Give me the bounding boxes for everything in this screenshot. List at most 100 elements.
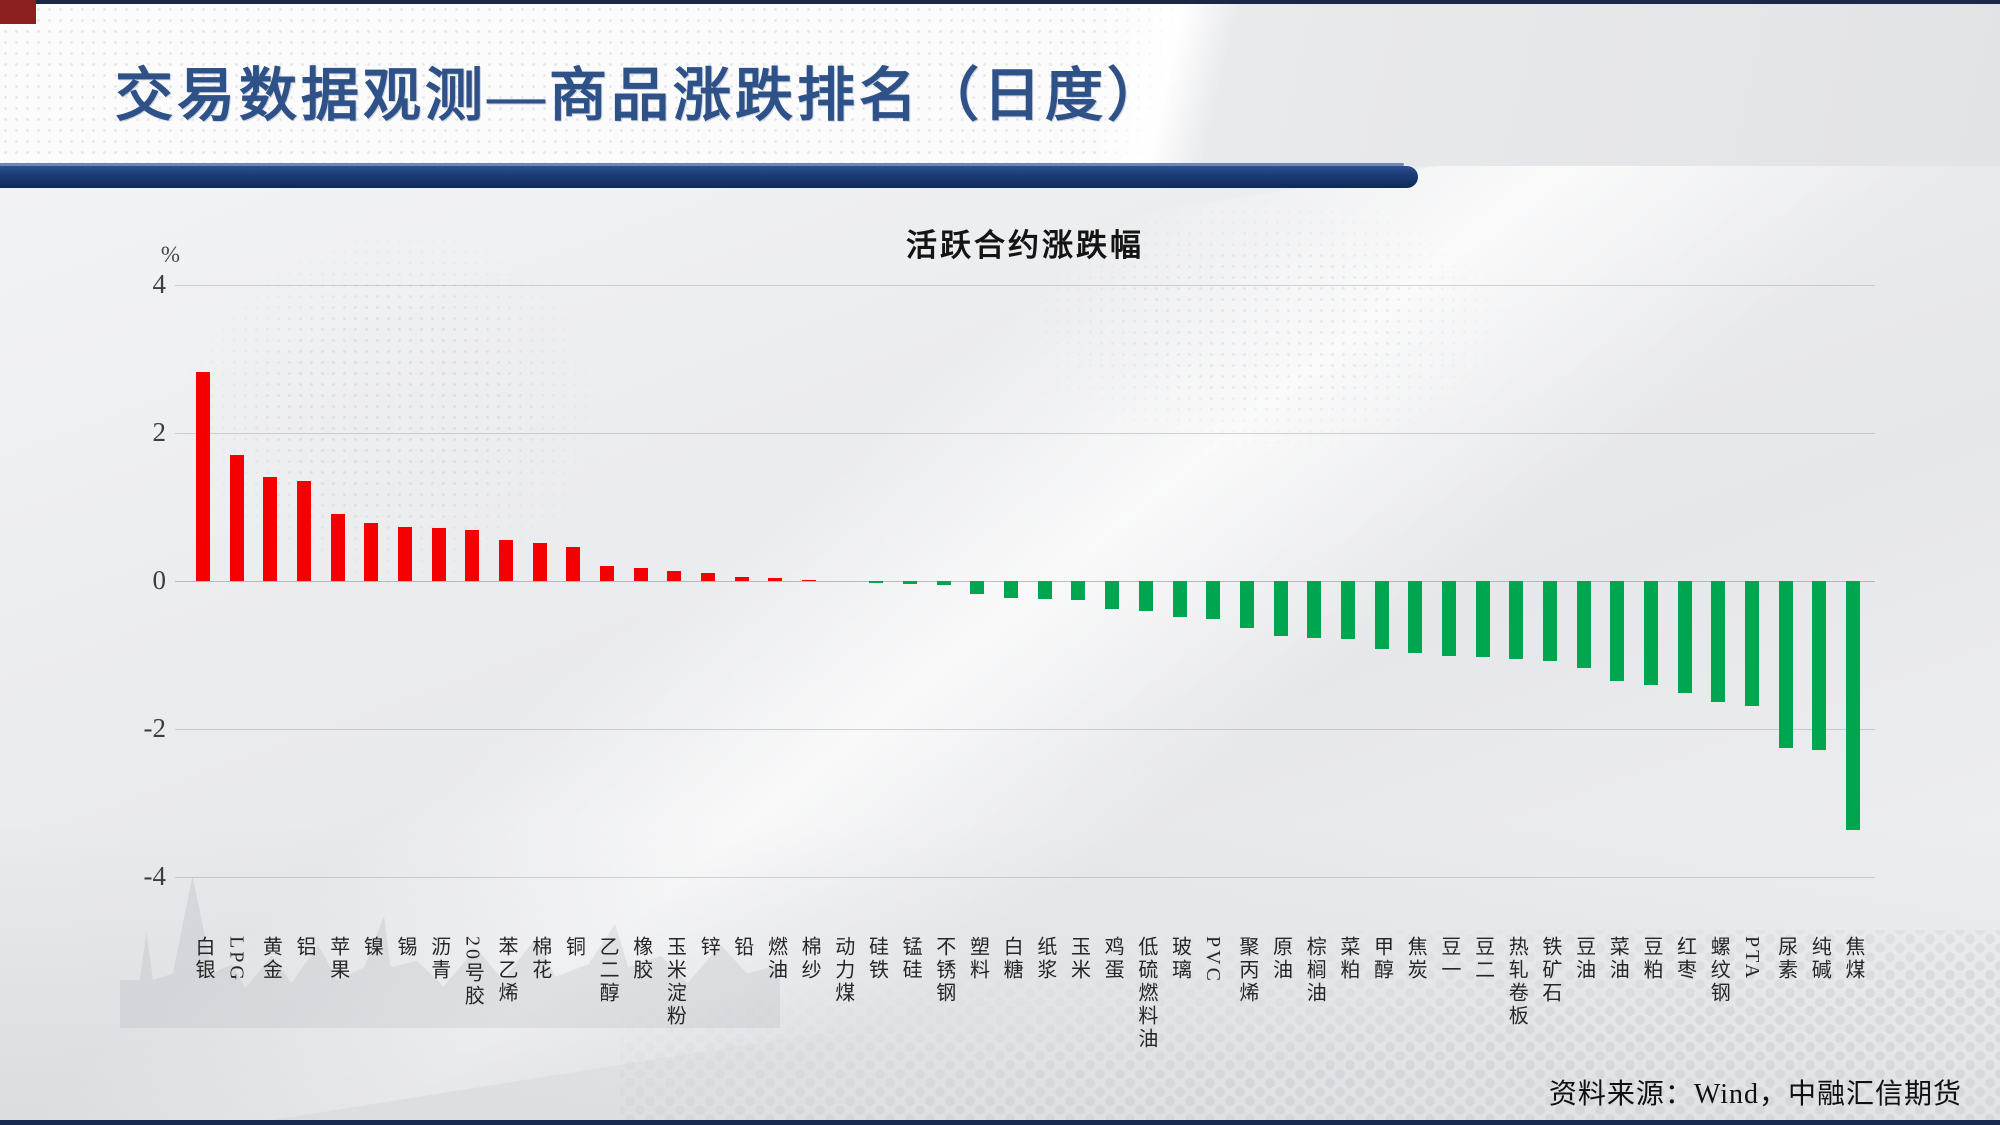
x-label-铝: 铝 [293,936,316,959]
page-title: 交易数据观测—商品涨跌排名（日度） [115,63,1170,128]
x-label-红枣: 红枣 [1673,936,1696,982]
bar-铅 [734,576,749,581]
x-label-白糖: 白糖 [1000,936,1023,982]
gridline [175,877,1875,878]
bar-甲醇 [1374,581,1389,650]
y-tick-label: 2 [152,417,167,447]
bar-玻璃 [1172,581,1187,618]
bar-菜粕 [1340,581,1355,639]
bar-棉花 [532,542,547,581]
x-label-鸡蛋: 鸡蛋 [1101,936,1124,982]
gridline [175,729,1875,730]
x-label-黄金: 黄金 [259,936,282,982]
bar-锌 [701,572,716,581]
bar-PVC [1206,581,1221,619]
y-tick-label: -4 [143,861,167,891]
bar-沥青 [431,528,446,581]
y-axis-unit-label: % [160,242,180,267]
x-label-锌: 锌 [697,936,720,959]
y-tick-label: 4 [152,269,167,299]
bar-镍 [364,522,379,581]
x-label-锰硅: 锰硅 [899,936,922,982]
bar-纸浆 [1037,581,1052,599]
x-label-白银: 白银 [192,936,214,982]
x-label-玉米淀粉: 玉米淀粉 [663,936,686,1028]
bar-锡 [398,526,413,581]
bar-塑料 [970,581,985,595]
bar-鸡蛋 [1105,581,1120,610]
bar-LPG [229,455,244,581]
bar-铝 [297,481,312,581]
x-label-PTA: PTA [1740,936,1763,982]
bar-白糖 [1004,581,1019,599]
x-label-豆油: 豆油 [1572,936,1595,982]
gridline [175,285,1875,286]
corner-accent [0,0,36,24]
bar-豆油 [1576,581,1591,669]
x-label-塑料: 塑料 [966,936,989,982]
x-label-豆二: 豆二 [1471,936,1494,982]
bar-豆粕 [1643,581,1658,686]
bar-苯乙烯 [499,540,514,581]
x-label-橡胶: 橡胶 [629,936,652,982]
x-label-LPG: LPG [225,936,248,983]
banner-swoosh-decoration [1100,0,2000,166]
chart-title: 活跃合约涨跌幅 [906,228,1144,263]
y-tick-label: -2 [143,713,167,743]
x-label-苯乙烯: 苯乙烯 [495,936,518,1005]
x-label-菜油: 菜油 [1606,936,1629,982]
bar-乙二醇 [600,566,615,581]
bar-白银 [196,371,210,581]
bar-硅铁 [869,581,884,584]
bar-豆一 [1441,581,1456,656]
bottom-border-line [0,1120,2000,1125]
x-label-锡: 锡 [394,936,417,959]
bar-PTA [1744,581,1759,707]
x-label-铁矿石: 铁矿石 [1538,936,1561,1005]
bar-焦煤 [1845,581,1860,830]
bar-螺纹钢 [1711,581,1726,703]
bar-原油 [1273,581,1288,636]
title-divider-bar [0,163,1418,188]
x-label-纸浆: 纸浆 [1033,936,1056,982]
x-label-玻璃: 玻璃 [1168,936,1191,982]
x-label-铅: 铅 [730,936,753,959]
x-label-镍: 镍 [360,936,383,959]
bar-铁矿石 [1542,581,1557,661]
x-label-沥青: 沥青 [427,936,450,982]
bar-豆二 [1475,581,1490,658]
x-label-原油: 原油 [1269,936,1292,982]
x-label-焦炭: 焦炭 [1404,936,1427,982]
bar-铜 [566,546,581,581]
x-label-不锈钢: 不锈钢 [932,936,955,1005]
x-label-豆一: 豆一 [1437,936,1460,982]
x-label-螺纹钢: 螺纹钢 [1707,936,1730,1005]
bar-不锈钢 [936,581,951,585]
x-label-棕榈油: 棕榈油 [1303,936,1326,1005]
x-label-豆粕: 豆粕 [1639,936,1662,982]
bar-橡胶 [633,568,648,581]
bar-黄金 [263,477,278,581]
data-source-note: 资料来源：Wind，中融汇信期货 [1548,1079,1962,1110]
x-label-20号胶: 20号胶 [461,936,484,1008]
bar-纯碱 [1812,581,1827,751]
bar-锰硅 [903,581,918,584]
x-label-菜粕: 菜粕 [1336,936,1359,982]
x-label-低硫燃料油: 低硫燃料油 [1134,936,1157,1051]
bar-棉纱 [802,579,817,581]
x-label-焦煤: 焦煤 [1841,936,1864,982]
bar-尿素 [1778,581,1793,749]
x-label-热轧卷板: 热轧卷板 [1505,936,1528,1028]
bar-聚丙烯 [1239,581,1254,629]
bar-玉米 [1071,581,1086,601]
bar-菜油 [1610,581,1625,681]
gridline [175,433,1875,434]
bar-焦炭 [1408,581,1423,653]
x-label-PVC: PVC [1202,936,1225,984]
x-label-动力煤: 动力煤 [831,936,854,1005]
bar-苹果 [330,513,345,581]
x-label-棉纱: 棉纱 [798,936,821,982]
dotted-map-decoration [185,225,605,595]
x-label-燃油: 燃油 [764,936,787,982]
